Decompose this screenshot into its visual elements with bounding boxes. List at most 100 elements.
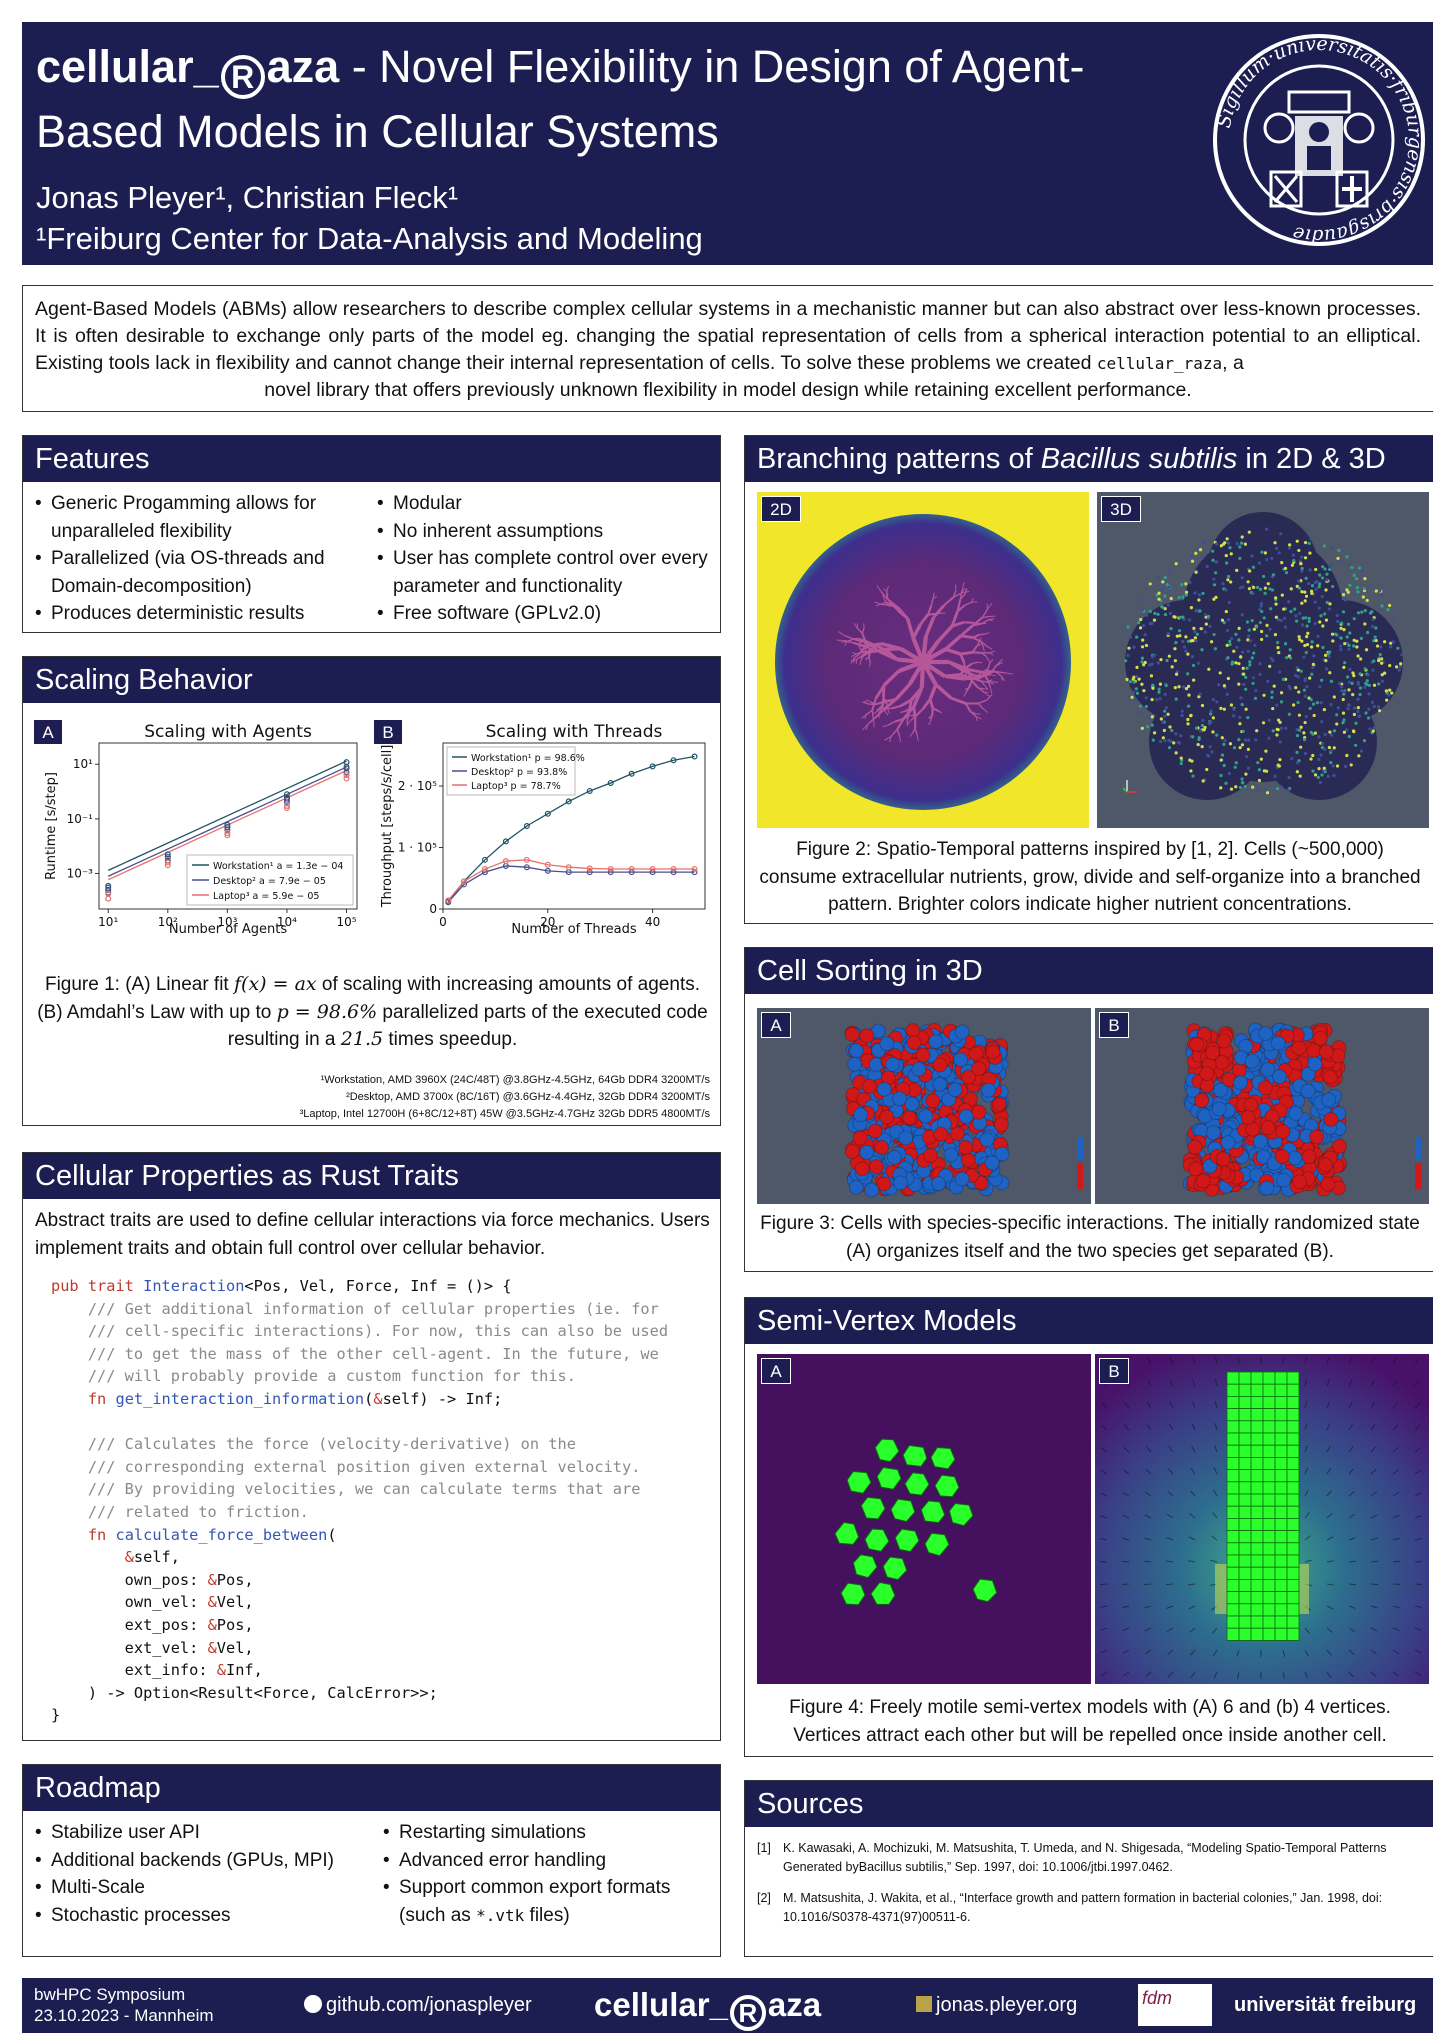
footnote: ³Laptop, Intel 12700H (6+8C/12+8T) 45W @… xyxy=(299,1108,710,1120)
event-date: 23.10.2023 - Mannheim xyxy=(34,2006,214,2025)
panel-tag-b: B xyxy=(1099,1358,1129,1384)
data-point xyxy=(649,869,656,876)
semi-vertex-image-a xyxy=(757,1354,1091,1684)
features-box: Features Generic Progamming allows for u… xyxy=(22,435,721,633)
x-tick-label: 20 xyxy=(540,915,555,929)
logo-text-post: aza xyxy=(767,1986,822,2023)
authors: Jonas Pleyer¹, Christian Fleck¹ xyxy=(36,180,459,215)
legend-entry: Laptop³ p = 78.7% xyxy=(471,781,561,792)
x-axis-label: Number of Threads xyxy=(511,922,636,937)
data-point xyxy=(670,869,677,876)
logo-text-post: aza xyxy=(266,41,340,92)
series-line xyxy=(447,755,695,903)
sorting-box: Cell Sorting in 3D A B Figure 3: Cells w… xyxy=(744,947,1433,1272)
data-point xyxy=(586,787,593,794)
data-point xyxy=(224,830,231,837)
list-item: Produces deterministic results xyxy=(33,600,373,628)
data-point xyxy=(670,757,677,764)
x-tick-label: 10⁴ xyxy=(277,915,297,929)
caption-part: parallelized parts of the executed code … xyxy=(227,1001,708,1051)
branching-2d-image xyxy=(757,492,1089,828)
data-point xyxy=(283,791,290,798)
data-point xyxy=(164,854,171,861)
data-point xyxy=(523,864,530,871)
x-tick-label: 10¹ xyxy=(98,915,118,929)
traits-intro: Abstract traits are used to define cellu… xyxy=(35,1210,710,1259)
list-item: Modular xyxy=(375,490,715,518)
roadmap-box: Roadmap Stabilize user API Additional ba… xyxy=(22,1764,721,1957)
list-item: Additional backends (GPUs, MPI) xyxy=(33,1847,373,1875)
logo-text-pre: cellular_ xyxy=(36,41,219,92)
reference-text: K. Kawasaki, A. Mochizuki, M. Matsushita… xyxy=(783,1841,1387,1874)
chart-title: Scaling with Threads xyxy=(486,722,663,742)
list-item: Free software (GPLv2.0) xyxy=(375,600,715,628)
data-point xyxy=(445,897,452,904)
fdm-logo: fdm xyxy=(1138,1984,1212,2026)
chart-scaling-threads: Scaling with Threads 0 20 40 0 1 · 10⁵ 2 · 10⁵… xyxy=(380,722,706,937)
list-item: Restarting simulations xyxy=(381,1819,717,1847)
y-tick-label: 0 xyxy=(429,902,437,916)
abstract-text: Agent-Based Models (ABMs) allow research… xyxy=(35,298,1421,374)
data-point xyxy=(565,864,572,871)
figure-1-caption: Figure 1: (A) Linear fit f(x) = ax of sc… xyxy=(35,971,710,1054)
data-point xyxy=(343,765,350,772)
data-point xyxy=(649,866,656,873)
semivertex-title: Semi-Vertex Models xyxy=(745,1298,1433,1344)
legend xyxy=(446,746,576,796)
x-tick-label: 0 xyxy=(439,915,447,929)
data-point xyxy=(691,869,698,876)
website-icon xyxy=(916,1996,932,2012)
list-item: Parallelized (via OS-threads and Domain-… xyxy=(33,545,373,600)
data-point xyxy=(544,867,551,874)
data-point xyxy=(105,890,112,897)
github-link[interactable]: github.com/jonaspleyer xyxy=(304,1994,532,2017)
caption-formula: p = 98.6% xyxy=(276,1000,378,1023)
data-point xyxy=(481,856,488,863)
university-logo: universität freiburg xyxy=(1234,1994,1417,2016)
footnote: ²Desktop, AMD 3700x (8C/16T) @3.6GHz-4.4… xyxy=(346,1091,710,1103)
x-tick-label: 40 xyxy=(645,915,660,929)
data-point xyxy=(586,869,593,876)
data-point xyxy=(224,824,231,831)
y-tick-label: 1 · 10⁵ xyxy=(398,841,437,855)
data-point xyxy=(628,869,635,876)
list-item: Generic Progamming allows for unparallel… xyxy=(33,490,373,545)
features-title: Features xyxy=(23,436,720,482)
caption-part: of scaling with increasing amounts of ag… xyxy=(37,974,701,1023)
reference-number: [2] xyxy=(757,1891,771,1905)
github-icon xyxy=(304,1995,322,2013)
species-name: Bacillus subtilis xyxy=(1040,443,1238,475)
y-tick-label: 10¹ xyxy=(73,757,93,771)
series-line xyxy=(447,865,695,903)
roadmap-right-list: Restarting simulations Advanced error ha… xyxy=(381,1819,717,1929)
data-point xyxy=(283,796,290,803)
affiliation: ¹Freiburg Center for Data-Analysis and M… xyxy=(36,221,703,256)
roadmap-title: Roadmap xyxy=(23,1765,720,1811)
data-point xyxy=(164,862,171,869)
semi-vertex-image-b xyxy=(1095,1354,1429,1684)
data-point xyxy=(544,861,551,868)
fit-line xyxy=(107,760,347,871)
hardware-footnotes: ¹Workstation, AMD 3960X (24C/48T) @3.8GH… xyxy=(30,1072,710,1123)
panel-tag-2d: 2D xyxy=(761,496,801,522)
rust-r-logo: R xyxy=(220,55,265,99)
data-point xyxy=(460,878,467,885)
data-point xyxy=(105,886,112,893)
y-tick-label: 10⁻¹ xyxy=(67,812,94,826)
roadmap-left-list: Stabilize user API Additional backends (… xyxy=(33,1819,373,1929)
panel-tag-3d: 3D xyxy=(1101,496,1141,522)
data-point xyxy=(502,858,509,865)
code-text: pub trait Interaction<Pos, Vel, Force, I… xyxy=(51,1277,669,1725)
data-point xyxy=(224,826,231,833)
figure-2-caption: Figure 2: Spatio-Temporal patterns inspi… xyxy=(759,839,1421,915)
reference-item: [2] M. Matsushita, J. Wakita, et al., “In… xyxy=(757,1889,1423,1927)
title-rest: - Novel Flexibility in Design of Agent- xyxy=(339,41,1085,92)
data-point xyxy=(283,804,290,811)
reference-number: [1] xyxy=(757,1841,771,1855)
data-point xyxy=(343,769,350,776)
university-seal-logo: Sigillum·universitatis·friburgensis·bris… xyxy=(1213,33,1426,247)
website-link[interactable]: jonas.pleyer.org xyxy=(916,1994,1077,2017)
features-right-list: Modular No inherent assumptions User has… xyxy=(375,490,715,628)
